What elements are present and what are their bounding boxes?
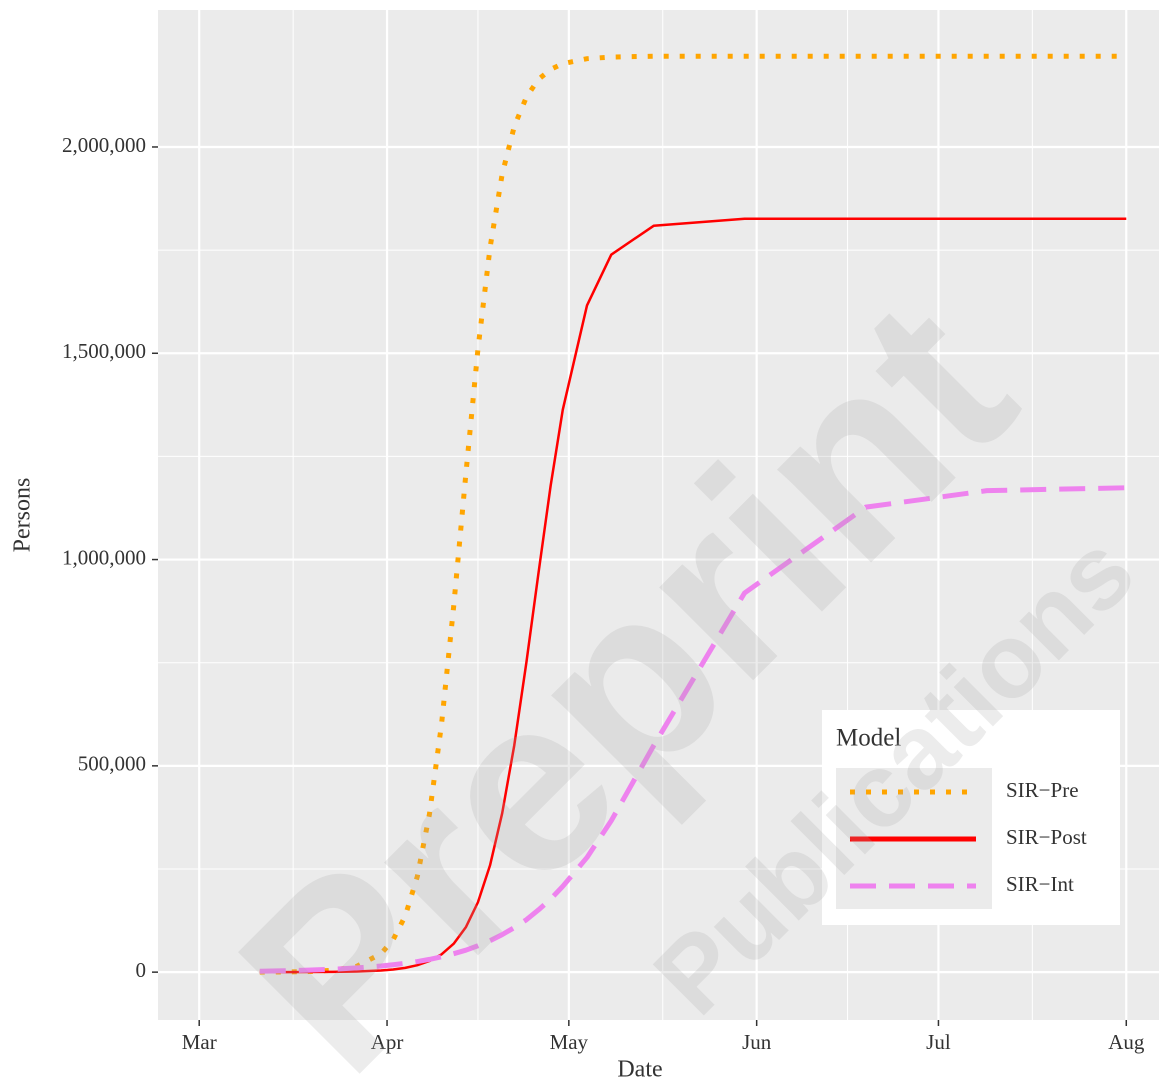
legend-title: Model [836,725,901,752]
legend-label: SIR−Pre [1006,778,1079,802]
legend: Model SIR−Pre SIR−Post SIR−Int [822,710,1120,925]
x-tick-label: Mar [182,1030,217,1054]
x-tick-label: Jul [926,1030,951,1054]
y-tick-label: 0 [136,958,147,982]
series-line [259,217,1127,974]
legend-label: SIR−Post [1006,825,1087,849]
y-tick-label: 500,000 [78,752,146,776]
y-tick-label: 2,000,000 [62,133,146,157]
series-line [259,53,1127,975]
lines [259,53,1127,975]
y-tick-label: 1,000,000 [62,545,146,569]
x-tick-label: May [550,1030,589,1054]
y-tick-label: 1,500,000 [62,339,146,363]
legend-label: SIR−Int [1006,872,1074,896]
x-tick-label: Apr [371,1030,404,1054]
y-axis-title: Persons [10,478,36,553]
x-tick-label: Aug [1108,1030,1145,1054]
axes: 0 500,000 1,000,000 1,500,000 2,000,000 Mar Ap… [62,133,1145,1054]
series-line [259,485,1127,974]
x-tick-label: Jun [742,1030,772,1054]
x-axis-title: Date [617,1057,662,1083]
